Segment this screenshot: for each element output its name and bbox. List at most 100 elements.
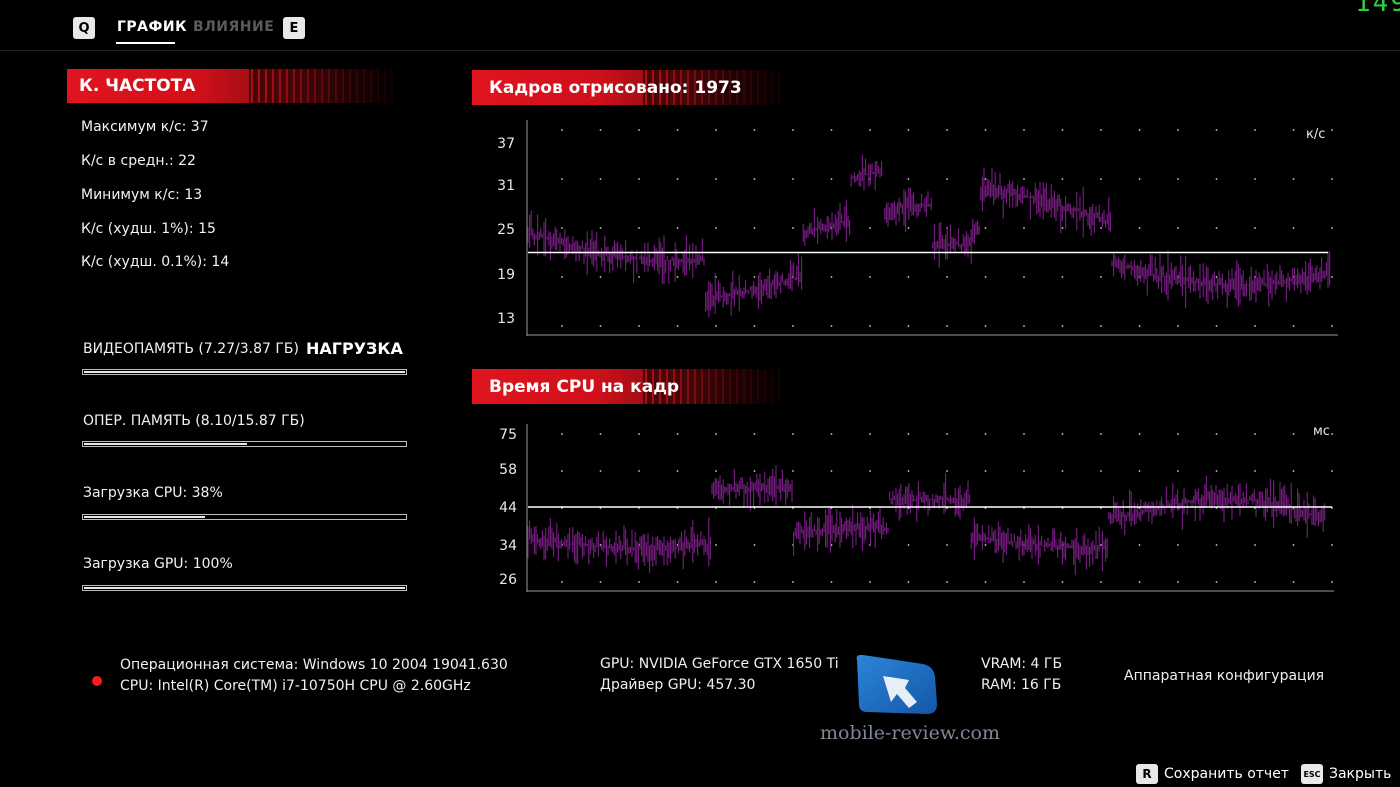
cpu-grid-dot xyxy=(638,581,640,583)
fps-grid-dot xyxy=(638,325,640,327)
cpu-grid-dot xyxy=(869,433,871,435)
load-title: НАГРУЗКА xyxy=(306,339,403,358)
fps-grid-dot xyxy=(830,276,833,278)
cpu-grid-dot xyxy=(1254,581,1256,583)
fps-grid-dot xyxy=(984,129,987,131)
cpu-grid-dot xyxy=(1100,544,1102,546)
fps-grid-dot xyxy=(676,129,679,131)
fps-tick-19: 19 xyxy=(497,267,515,283)
stat-avg-fps: К/с в средн.: 22 xyxy=(81,153,196,169)
cpu-grid-dot xyxy=(1100,581,1102,583)
cpu-grid-dot xyxy=(1061,433,1064,435)
fps-grid-dot xyxy=(561,227,563,229)
framerate-title: К. ЧАСТОТА xyxy=(79,76,196,96)
active-tab-indicator xyxy=(116,42,175,44)
gpu-load-label: Загрузка GPU: 100% xyxy=(83,556,233,572)
fps-grid-dot xyxy=(1138,129,1141,131)
fps-tick-25: 25 xyxy=(497,222,515,238)
fps-grid-dot xyxy=(561,129,563,131)
cpu-grid-dot xyxy=(1138,433,1141,435)
cpu-grid-dot xyxy=(1061,470,1064,472)
cpu-grid-dot xyxy=(1215,581,1218,583)
cpu-grid-dot xyxy=(792,433,794,435)
fps-grid-dot xyxy=(907,276,910,278)
save-report-button[interactable]: R Сохранить отчет xyxy=(1136,764,1289,784)
cpu-load-label: Загрузка CPU: 38% xyxy=(83,485,223,501)
cpu-grid-dot xyxy=(984,544,987,546)
framerate-header: К. ЧАСТОТА xyxy=(67,69,397,103)
fps-grid-dot xyxy=(715,227,717,229)
fps-grid-dot xyxy=(1100,276,1102,278)
cpu-unit: мс xyxy=(1313,424,1330,439)
fps-grid-dot xyxy=(792,325,794,327)
cpu-tick-75: 75 xyxy=(499,427,517,443)
fps-grid-dot xyxy=(1177,178,1179,180)
fps-grid-dot xyxy=(1292,178,1295,180)
ram-bar-fill xyxy=(84,443,247,445)
stat-min-fps: Минимум к/с: 13 xyxy=(81,187,203,203)
cpu-grid-dot xyxy=(715,544,717,546)
gpu-load-bar-fill xyxy=(84,587,405,589)
fps-grid-dot xyxy=(676,325,679,327)
fps-grid-dot xyxy=(907,129,910,131)
fps-grid-dot xyxy=(946,178,948,180)
cpu-grid-dot xyxy=(946,544,948,546)
fps-grid-dot xyxy=(869,276,871,278)
cpu-grid-dot xyxy=(599,470,602,472)
fps-chart-header: Кадров отрисовано: 1973 xyxy=(472,70,782,105)
cpu-grid-dot xyxy=(1254,470,1256,472)
save-report-label: Сохранить отчет xyxy=(1164,766,1289,782)
q-key-icon[interactable]: Q xyxy=(73,17,95,39)
status-dot-icon xyxy=(92,676,102,686)
fps-grid-dot xyxy=(1215,129,1218,131)
fps-grid-dot xyxy=(561,178,563,180)
cpu-grid-dot xyxy=(1177,544,1179,546)
cpu-grid-dot xyxy=(907,433,910,435)
fps-grid-dot xyxy=(869,129,871,131)
cpu-info: CPU: Intel(R) Core(TM) i7-10750H CPU @ 2… xyxy=(120,678,471,694)
fps-grid-dot xyxy=(1215,325,1218,327)
cpu-grid-dot xyxy=(753,581,756,583)
cpu-grid-dot xyxy=(1138,470,1141,472)
gpu-load-bar xyxy=(82,585,407,591)
fps-grid-dot xyxy=(1023,129,1025,131)
fps-chart-title: Кадров отрисовано: 1973 xyxy=(489,77,742,98)
fps-grid-dot xyxy=(753,276,756,278)
fps-grid-dot xyxy=(830,129,833,131)
vram-bar xyxy=(82,369,407,375)
tab-graph[interactable]: ГРАФИК xyxy=(117,19,188,35)
cpu-time-chart xyxy=(526,424,1334,592)
cpu-grid-dot xyxy=(753,544,756,546)
fps-unit: к/с xyxy=(1306,127,1326,142)
r-key-icon: R xyxy=(1136,764,1158,784)
cpu-grid-dot xyxy=(946,581,948,583)
fps-grid-dot xyxy=(1254,178,1256,180)
cpu-grid-dot xyxy=(946,470,948,472)
cpu-grid-dot xyxy=(676,470,679,472)
cpu-grid-dot xyxy=(1061,581,1064,583)
fps-grid-dot xyxy=(946,276,948,278)
fps-grid-dot xyxy=(830,178,833,180)
cpu-grid-dot xyxy=(1138,544,1141,546)
e-key-icon[interactable]: E xyxy=(283,17,305,39)
cpu-grid-dot xyxy=(715,433,717,435)
cpu-grid-dot xyxy=(1177,581,1179,583)
cpu-grid-dot xyxy=(830,581,833,583)
gpu-info: GPU: NVIDIA GeForce GTX 1650 Ti xyxy=(600,656,839,672)
close-button[interactable]: ESC Закрыть xyxy=(1301,764,1391,784)
fps-grid-dot xyxy=(907,178,910,180)
fps-grid-dot xyxy=(599,129,602,131)
fps-grid-dot xyxy=(753,178,756,180)
fps-grid-dot xyxy=(1177,227,1179,229)
cpu-grid-dot xyxy=(984,470,987,472)
hardware-config-label: Аппаратная конфигурация xyxy=(1124,668,1325,684)
cpu-grid-dot xyxy=(561,470,563,472)
fps-grid-dot xyxy=(753,129,756,131)
fps-grid-dot xyxy=(599,178,602,180)
tab-impact[interactable]: ВЛИЯНИЕ xyxy=(193,19,275,35)
fps-grid-dot xyxy=(638,129,640,131)
driver-info: Драйвер GPU: 457.30 xyxy=(600,677,756,693)
fps-tick-37: 37 xyxy=(497,136,515,152)
fps-grid-dot xyxy=(753,325,756,327)
fps-grid-dot xyxy=(1023,178,1025,180)
